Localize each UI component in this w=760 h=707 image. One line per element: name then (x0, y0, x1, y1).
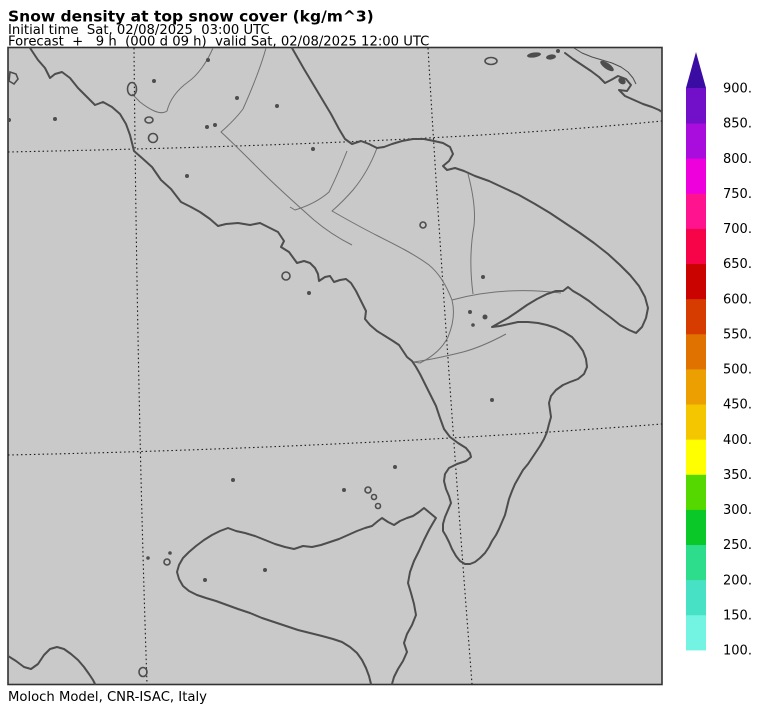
map-frame (7, 46, 663, 686)
coastline-sicily (176, 507, 437, 685)
longitude-gridline-west (133, 47, 148, 685)
island-peljesac (618, 77, 626, 85)
border-molise-campania-puglia (331, 147, 454, 364)
lake-bracciano (147, 132, 159, 144)
lake-occhito (419, 221, 427, 229)
colorbar-tick-label: 550. (723, 327, 752, 342)
colorbar-segment-400-450 (686, 404, 706, 440)
border-abruzzo-molise (289, 150, 348, 211)
colorbar-segment-550-600 (686, 298, 706, 335)
colorbar-segment-200-250 (686, 544, 706, 581)
forecast-valid-line: Forecast + 9 h (000 d 09 h) valid Sat, 0… (8, 35, 429, 50)
coastline-tunisia-cap-bon (8, 646, 96, 685)
colorbar-tick-label: 750. (723, 187, 752, 202)
colorbar-segment-600-650 (686, 263, 706, 300)
colorbar-segment-750-800 (686, 158, 706, 194)
island-vulcano (370, 493, 378, 501)
border-umbria-lazio-abruzzo (220, 47, 353, 246)
coastline-croatia-inland (573, 47, 637, 85)
city-dots (8, 49, 560, 582)
lake-bolsena (126, 81, 138, 97)
colorbar-tick-label: 900. (723, 82, 752, 97)
border-basilicata-calabria (412, 333, 507, 363)
colorbar-segment-250-300 (686, 509, 706, 546)
map-panel (7, 46, 663, 686)
colorbar-tick-label: 850. (723, 117, 752, 132)
colorbar-overflow-arrow (686, 52, 706, 88)
latitude-gridline-south (8, 423, 662, 456)
island-korcula (600, 60, 614, 72)
colorbar-segment-300-350 (686, 474, 706, 510)
colorbar-tick-label: 700. (723, 222, 752, 237)
colorbar-tick-label: 500. (723, 363, 752, 378)
island-lipari (364, 486, 372, 494)
island-lastovo (527, 52, 541, 58)
island-favignana (163, 558, 171, 566)
footer-credit: Moloch Model, CNR-ISAC, Italy (8, 690, 207, 705)
island-giglio (8, 70, 19, 86)
colorbar-segment-450-500 (686, 369, 706, 405)
map-title: Snow density at top snow cover (kg/m^3) (8, 8, 374, 26)
colorbar-tick-label: 300. (723, 503, 752, 518)
island-pantelleria (138, 666, 148, 678)
border-puglia-bari (467, 173, 475, 295)
colorbar-tick-label: 100. (723, 644, 752, 659)
colorbar-tick-label: 600. (723, 292, 752, 307)
coastlines (8, 47, 662, 685)
colorbar: 100. 150. 200. 250. 300. 350. 400. 450. 500. 550.… (686, 52, 752, 659)
border-tuscany-lazio (131, 47, 214, 114)
colorbar-tick-label: 450. (723, 398, 752, 413)
lake-vico (144, 116, 154, 124)
colorbar-segment-800-850 (686, 123, 706, 159)
coastline-italian-mainland (29, 47, 649, 565)
small-islands (527, 52, 626, 85)
colorbar-segment-650-700 (686, 228, 706, 265)
island-tremiti (484, 56, 498, 66)
coastline-croatia (564, 52, 662, 113)
colorbar-segment-350-400 (686, 439, 706, 475)
border-puglia-basilicata (451, 290, 562, 301)
region-borders (131, 47, 562, 364)
island-mljet (546, 54, 556, 60)
lakes-and-island-outlines (8, 56, 498, 678)
island-salina (374, 502, 382, 510)
colorbar-segment-500-550 (686, 333, 706, 370)
colorbar-tick-label: 400. (723, 433, 752, 448)
colorbar-tick-label: 650. (723, 257, 752, 272)
colorbar-tick-label: 200. (723, 573, 752, 588)
colorbar-segment-850-900 (686, 88, 706, 124)
initial-time-line: Initial time Sat, 02/08/2025 03:00 UTC (8, 23, 270, 38)
colorbar-segment-100-150 (686, 614, 706, 651)
colorbar-segment-150-200 (686, 579, 706, 616)
colorbar-tick-label: 250. (723, 538, 752, 553)
colorbar-segment-700-750 (686, 193, 706, 229)
colorbar-tick-label: 800. (723, 152, 752, 167)
colorbar-tick-label: 350. (723, 468, 752, 483)
colorbar-tick-label: 150. (723, 608, 752, 623)
island-ischia (281, 271, 291, 281)
